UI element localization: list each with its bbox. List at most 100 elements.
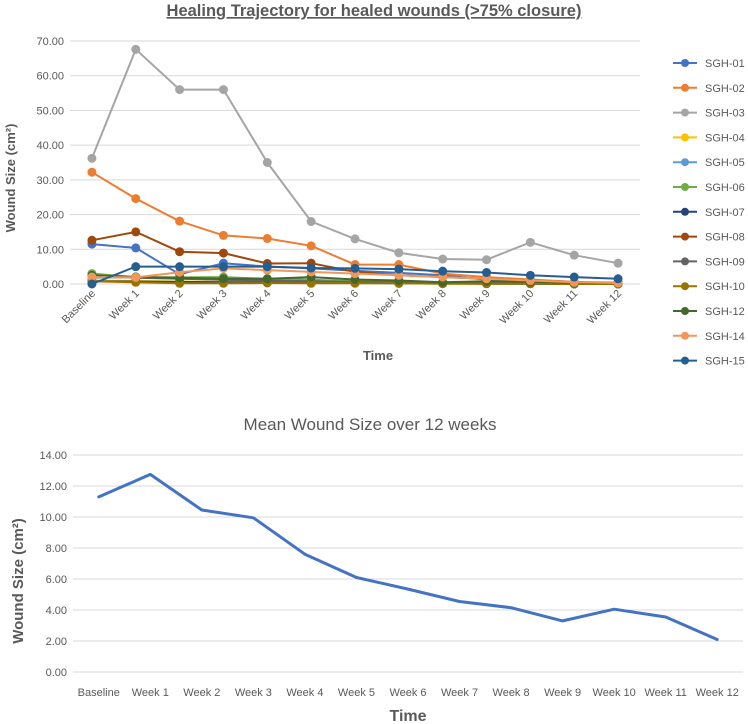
legend-marker-sgh-01 [681,59,689,67]
chart2-x-tick-label: Baseline [78,687,120,699]
chart2-y-tick-label: 10.00 [39,512,67,524]
chart2-y-tick-label: 0.00 [46,667,67,679]
legend-label-sgh-10: SGH-10 [705,281,745,293]
chart2-y-tick-label: 4.00 [46,605,67,617]
chart2-x-tick-label: Week 8 [493,687,530,699]
chart1-data-point [525,237,535,247]
chart1-data-point [306,217,316,227]
chart2-x-axis-title: Time [389,708,426,724]
legend-label-sgh-03: SGH-03 [705,108,745,120]
chart2-x-tick-label: Week 11 [644,687,686,699]
legend-marker-sgh-07 [681,207,689,216]
chart2-y-tick-label: 6.00 [46,574,67,586]
chart1-y-tick-label: 20.00 [36,210,64,222]
legend-marker-sgh-06 [681,183,689,191]
legend-label-sgh-07: SGH-07 [705,207,745,219]
legend-marker-sgh-10 [681,282,689,291]
chart1-data-point [131,272,141,282]
chart1-data-point [131,44,141,54]
chart1-x-tick-label: Week 6 [326,288,361,323]
chart1-data-point [350,263,360,273]
chart1-data-point [438,254,448,264]
chart1-x-axis-title: Time [363,348,393,363]
chart1-x-tick-label: Baseline [60,288,98,326]
chart1-data-point [131,194,141,204]
chart1-data-point [438,266,448,276]
chart2-x-tick-label: Week 12 [696,687,739,699]
chart1-x-tick-label: Week 7 [370,288,405,323]
legend-label-sgh-04: SGH-04 [705,132,745,144]
chart1-data-point [131,227,141,237]
legend-label-sgh-09: SGH-09 [705,256,745,268]
chart2-y-tick-label: 8.00 [46,543,67,555]
chart1-title: Healing Trajectory for healed wounds (>7… [167,2,582,20]
chart1-data-point [175,262,185,272]
legend-marker-sgh-08 [681,232,689,241]
chart1-x-tick-label: Week 8 [414,288,449,323]
chart1-y-tick-label: 60.00 [36,71,64,83]
chart1-data-point [306,241,316,251]
chart1-data-point [218,248,228,258]
chart1-y-axis-title: Wound Size (cm²) [3,124,18,233]
chart1-series-line-sgh-03 [90,48,620,265]
chart1-x-tick-label: Week 9 [458,288,493,323]
chart1-y-tick-label: 40.00 [36,140,64,152]
chart1-data-point [262,158,272,167]
legend-label-sgh-15: SGH-15 [705,356,745,368]
legend-label-sgh-01: SGH-01 [705,58,745,70]
chart1-x-tick-label: Week 11 [542,288,580,326]
chart2-y-tick-label: 14.00 [39,450,67,462]
chart2-x-tick-label: Week 2 [183,687,220,699]
chart1-data-point [525,270,535,280]
chart2-y-axis-title: Wound Size (cm²) [10,518,27,644]
chart1-x-tick-label: Week 5 [283,288,318,323]
chart1-data-point [306,263,316,273]
legend-label-sgh-08: SGH-08 [705,232,745,244]
chart1-x-tick-label: Week 4 [239,288,274,323]
chart1-y-tick-label: 0.00 [43,279,64,291]
legend-label-sgh-06: SGH-06 [705,182,745,194]
chart2-title: Mean Wound Size over 12 weeks [244,415,497,434]
chart1-data-point [87,279,97,289]
legend-label-sgh-14: SGH-14 [705,331,745,343]
chart1-data-point [482,268,492,278]
chart2-y-tick-label: 12.00 [39,481,67,493]
chart2-x-tick-label: Week 10 [593,687,636,699]
chart1-x-tick-label: Week 1 [107,288,142,323]
chart1-data-point [394,248,404,258]
chart1-y-tick-label: 70.00 [36,36,64,48]
chart2-x-tick-label: Week 4 [286,687,323,699]
legend-marker-sgh-14 [681,331,689,340]
chart2-x-tick-label: Week 6 [389,687,426,699]
chart1-x-tick-label: Week 12 [585,288,624,327]
chart1-plot: 0.00 10.00 20.00 30.00 40.00 50.00 60.00 70.00 B… [36,36,744,368]
chart2-plot: 0.00 2.00 4.00 6.00 8.00 10.00 12.00 14.00 Basel… [39,450,743,699]
chart1-data-point [262,274,272,284]
chart1-data-point [613,258,623,268]
chart1-y-tick-label: 30.00 [36,175,64,187]
chart1-data-point [262,234,272,244]
chart1-data-point [613,274,623,284]
legend-marker-sgh-02 [681,83,689,92]
chart1-data-point [87,167,97,177]
legend-marker-sgh-04 [681,133,689,142]
chart1-data-point [87,235,97,245]
chart1-data-point [482,255,492,265]
chart1-y-tick-label: 50.00 [36,105,64,117]
legend-marker-sgh-03 [681,108,689,117]
chart1-data-point [87,153,97,163]
chart2-y-tick-label: 2.00 [46,636,67,648]
chart1-x-tick-label: Week 3 [195,288,230,323]
chart1-data-point [131,243,141,253]
chart1-x-tick-label: Week 2 [151,288,186,323]
legend-marker-sgh-09 [681,257,689,266]
legend-label-sgh-05: SGH-05 [705,157,745,169]
chart1-data-point [218,262,228,272]
chart1-x-tick-label: Week 10 [497,288,536,327]
legend-label-sgh-12: SGH-12 [705,306,745,318]
chart2-x-tick-label: Week 3 [235,687,272,699]
chart1-data-point [569,272,579,282]
chart1-data-point [350,234,360,244]
chart1-data-point [569,250,579,260]
